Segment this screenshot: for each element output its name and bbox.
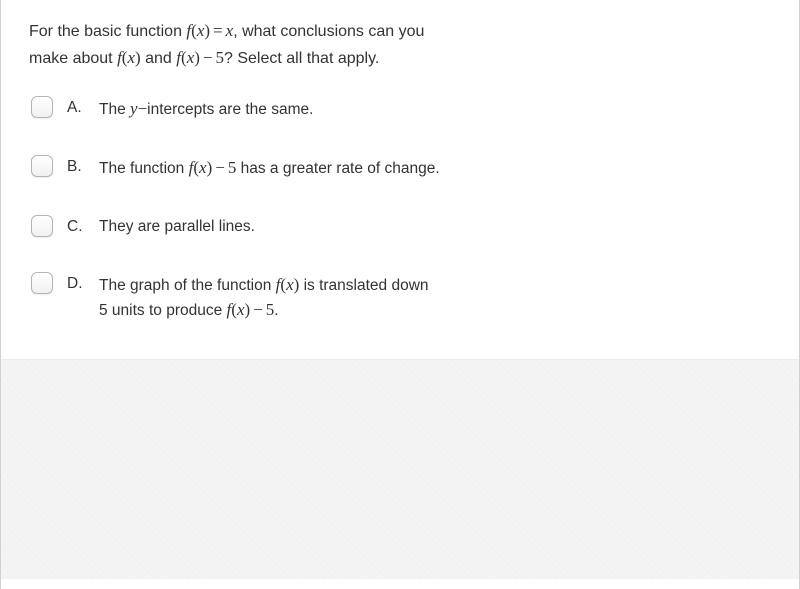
text-part: has a greater rate of change. bbox=[236, 160, 439, 177]
option-text: They are parallel lines. bbox=[99, 215, 255, 238]
text-part: The graph of the function bbox=[99, 277, 276, 294]
math-minus: − bbox=[212, 158, 228, 177]
option-d-body: D. The graph of the function f(x) is tra… bbox=[67, 272, 429, 323]
option-b-body: B. The function f(x)−5 has a greater rat… bbox=[67, 155, 440, 181]
option-b-checkbox[interactable] bbox=[31, 155, 53, 177]
math-minus: − bbox=[250, 300, 266, 319]
option-letter: D. bbox=[67, 272, 87, 323]
option-b: B. The function f(x)−5 has a greater rat… bbox=[31, 155, 771, 181]
option-c-body: C. They are parallel lines. bbox=[67, 215, 255, 238]
option-c: C. They are parallel lines. bbox=[31, 215, 771, 238]
math-five: 5 bbox=[266, 300, 275, 319]
option-text: The function f(x)−5 has a greater rate o… bbox=[99, 155, 440, 181]
text-part: . bbox=[274, 302, 278, 319]
text-part: The function bbox=[99, 160, 189, 177]
q-text-part: make about bbox=[29, 50, 117, 67]
question-panel: For the basic function f(x)=x, what conc… bbox=[0, 0, 800, 589]
question-area: For the basic function f(x)=x, what conc… bbox=[1, 0, 799, 359]
option-letter: A. bbox=[67, 96, 87, 122]
text-part: The bbox=[99, 101, 130, 118]
question-text: For the basic function f(x)=x, what conc… bbox=[29, 18, 771, 72]
option-d: D. The graph of the function f(x) is tra… bbox=[31, 272, 771, 323]
math-five: 5 bbox=[216, 48, 225, 67]
math-eq: = bbox=[210, 21, 226, 40]
math-minus: − bbox=[200, 48, 216, 67]
math-dash: − bbox=[138, 99, 148, 118]
option-a-body: A. The y−intercepts are the same. bbox=[67, 96, 313, 122]
option-letter: C. bbox=[67, 215, 87, 238]
option-text: The y−intercepts are the same. bbox=[99, 96, 313, 122]
text-part: is translated down bbox=[299, 277, 428, 294]
q-text-part: For the basic function bbox=[29, 23, 186, 40]
footer-area bbox=[1, 359, 799, 579]
math-x: x bbox=[199, 158, 207, 177]
math-x: x bbox=[286, 275, 294, 294]
math-y: y bbox=[130, 99, 138, 118]
option-letter: B. bbox=[67, 155, 87, 181]
option-a-checkbox[interactable] bbox=[31, 96, 53, 118]
q-text-part: and bbox=[141, 50, 177, 67]
option-d-checkbox[interactable] bbox=[31, 272, 53, 294]
options-list: A. The y−intercepts are the same. B. The… bbox=[31, 96, 771, 323]
q-text-part: ? Select all that apply. bbox=[224, 50, 379, 67]
option-a: A. The y−intercepts are the same. bbox=[31, 96, 771, 122]
option-c-checkbox[interactable] bbox=[31, 215, 53, 237]
math-x: x bbox=[127, 48, 135, 67]
text-part: 5 units to produce bbox=[99, 302, 227, 319]
q-text-part: , what conclusions can you bbox=[233, 23, 424, 40]
option-text: The graph of the function f(x) is transl… bbox=[99, 272, 429, 323]
text-part: intercepts are the same. bbox=[147, 101, 313, 118]
